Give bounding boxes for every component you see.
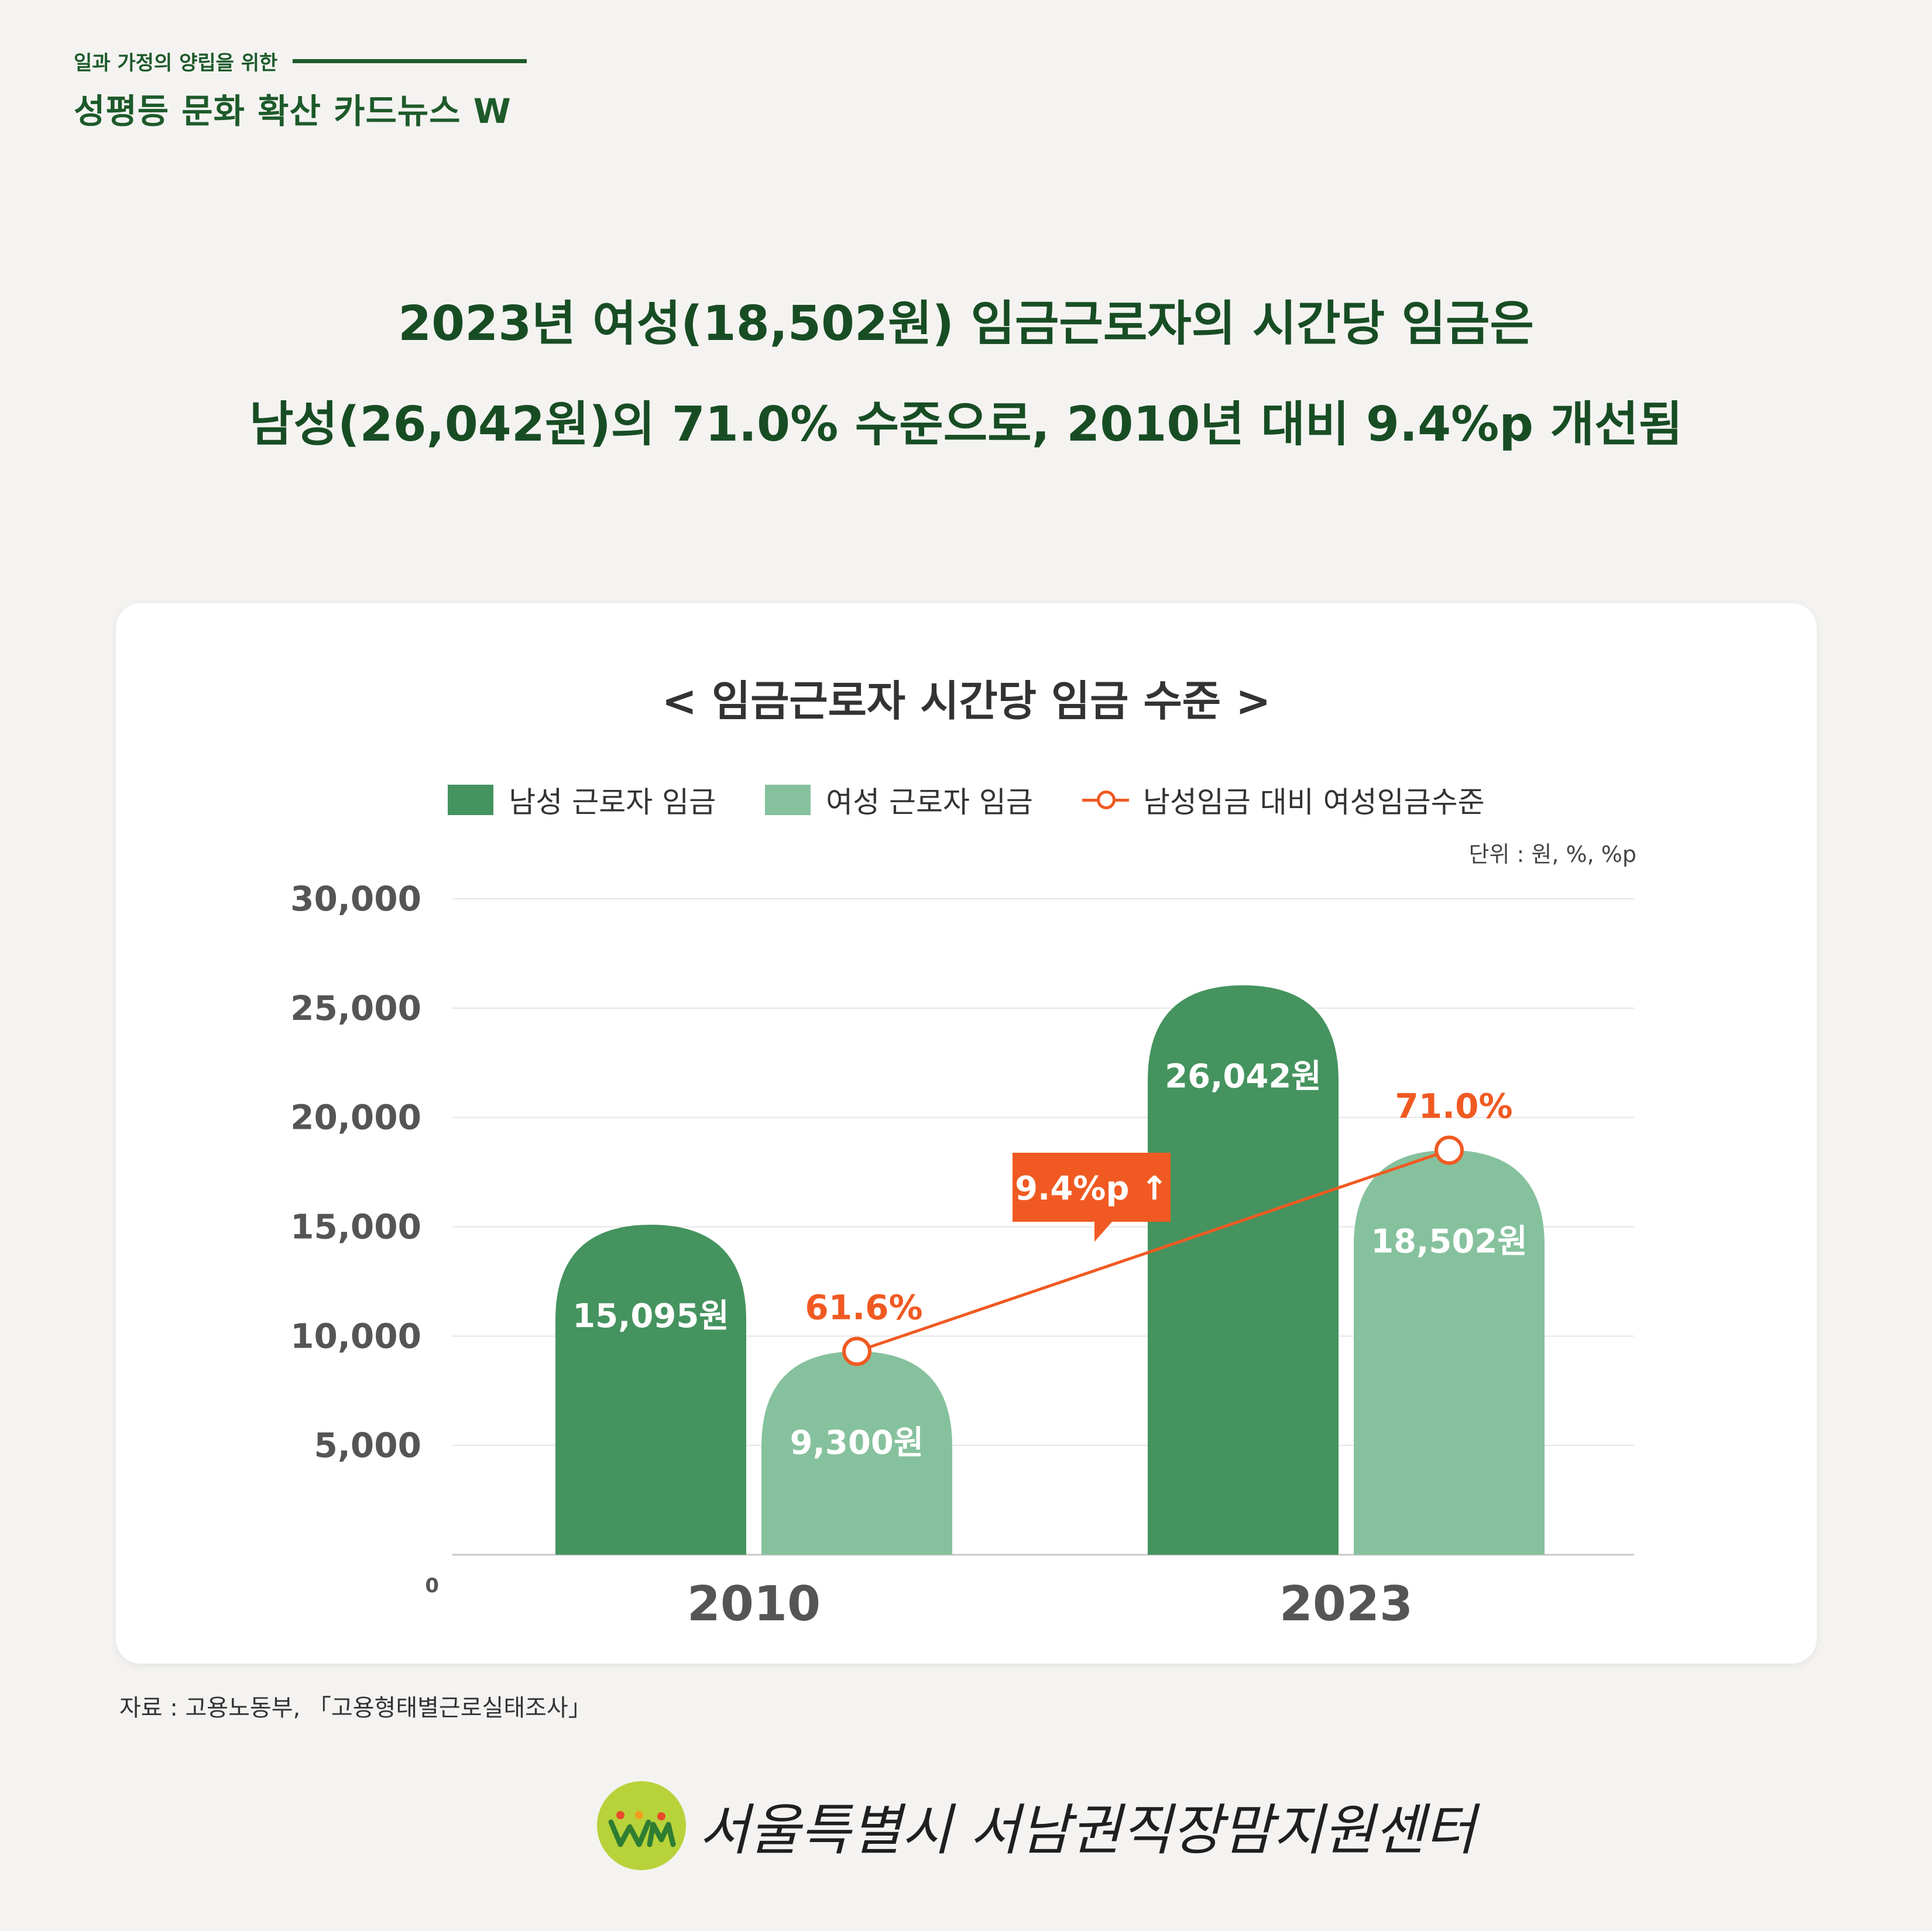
brand-title: 성평등 문화 확산 카드뉴스 W <box>74 91 512 131</box>
y-tick-label: 30,000 <box>290 879 421 919</box>
chart-plot: 0 5,000 10,000 15,000 20,000 25,000 30,000 15,0… <box>290 879 1634 1632</box>
change-callout <box>1013 1153 1171 1242</box>
headline-line-2: 남성(26,042원)의 71.0% 수준으로, 2010년 대비 9.4%p … <box>249 397 1683 452</box>
bar-male <box>1148 985 1339 1555</box>
source-note: 자료 : 고용노동부, 「고용형태별근로실태조사」 <box>119 1695 592 1722</box>
ratio-label: 61.6% <box>805 1287 922 1327</box>
legend-label-female: 여성 근로자 임금 <box>826 785 1033 819</box>
y-tick-label: 15,000 <box>290 1207 421 1247</box>
x-tick-label: 2023 <box>1279 1576 1413 1632</box>
footer: 서울특별시 서남권직장맘지원센터 <box>597 1779 1475 1872</box>
legend-item-male: 남성 근로자 임금 <box>448 779 716 821</box>
footer-org-name: 서울특별시 서남권직장맘지원센터 <box>699 1799 1476 1863</box>
data-label-male: 26,042원 <box>1165 1058 1322 1096</box>
data-label-female: 18,502원 <box>1371 1222 1528 1260</box>
data-label-female: 9,300원 <box>790 1424 924 1462</box>
y-tick-label: 5,000 <box>314 1425 421 1465</box>
data-label-male: 15,095원 <box>572 1297 729 1335</box>
ratio-point <box>1435 1135 1464 1165</box>
bar-female <box>1354 1150 1545 1555</box>
legend-label-ratio: 남성임금 대비 여성임금수준 <box>1142 785 1485 819</box>
ratio-label: 71.0% <box>1395 1087 1512 1126</box>
y-tick-label: 0 <box>425 1574 439 1597</box>
change-callout-text: 9.4%p ↑ <box>1015 1170 1168 1208</box>
legend-swatch-male <box>448 785 494 815</box>
brand-divider <box>293 59 527 63</box>
x-tick-label: 2010 <box>687 1576 821 1632</box>
wm-logo-icon <box>597 1781 686 1870</box>
headline-line-1: 2023년 여성(18,502원) 임금근로자의 시간당 임금은 <box>398 296 1534 352</box>
bar-male <box>555 1224 746 1555</box>
legend-item-ratio: 남성임금 대비 여성임금수준 <box>1082 779 1485 821</box>
headline: 2023년 여성(18,502원) 임금근로자의 시간당 임금은 남성(26,0… <box>0 274 1932 475</box>
unit-label: 단위 : 원, %, %p <box>1468 841 1637 867</box>
brand-header: 일과 가정의 양립을 위한 성평등 문화 확산 카드뉴스 W <box>74 47 589 133</box>
ratio-point <box>842 1336 871 1366</box>
legend-item-female: 여성 근로자 임금 <box>765 779 1033 821</box>
chart-card: < 임금근로자 시간당 임금 수준 > 남성 근로자 임금 여성 근로자 임금 … <box>116 603 1817 1664</box>
chart-legend: 남성 근로자 임금 여성 근로자 임금 남성임금 대비 여성임금수준 <box>116 779 1817 821</box>
chart-title: < 임금근로자 시간당 임금 수준 > <box>661 676 1271 726</box>
brand-subtitle: 일과 가정의 양립을 위한 <box>74 47 589 75</box>
ratio-line <box>856 1149 1450 1353</box>
brand-subtitle-text: 일과 가정의 양립을 위한 <box>74 51 278 75</box>
legend-swatch-female <box>765 785 811 815</box>
y-tick-label: 10,000 <box>290 1316 421 1356</box>
legend-label-male: 남성 근로자 임금 <box>509 785 716 819</box>
legend-line-ratio <box>1082 785 1129 815</box>
bar-female <box>761 1351 952 1555</box>
y-tick-label: 20,000 <box>290 1098 421 1138</box>
y-tick-label: 25,000 <box>290 988 421 1028</box>
